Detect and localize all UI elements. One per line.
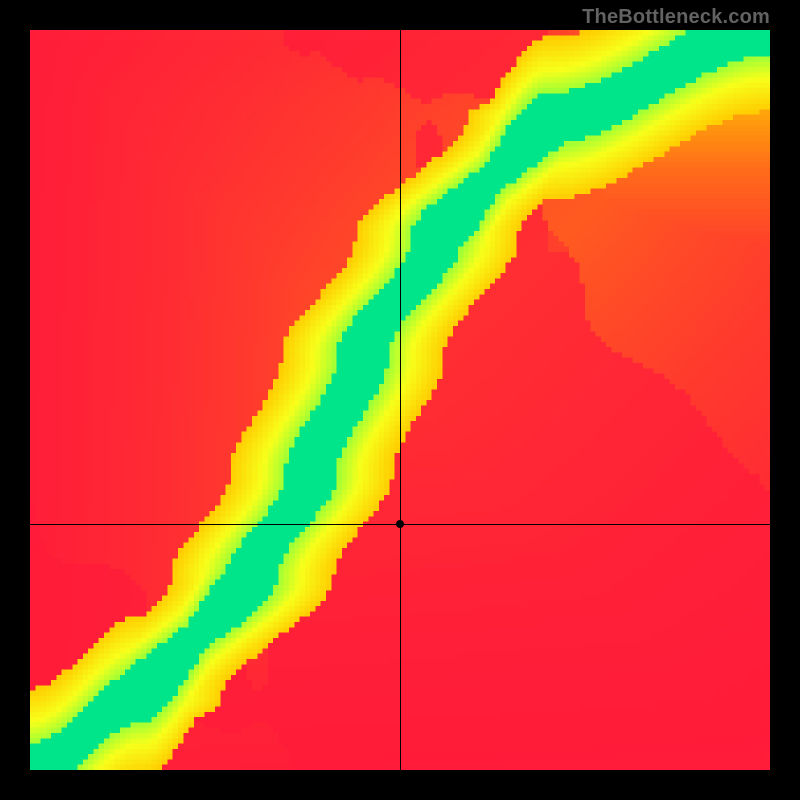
heatmap-canvas — [30, 30, 770, 770]
watermark-text: TheBottleneck.com — [582, 6, 770, 29]
bottleneck-plot — [30, 30, 770, 770]
